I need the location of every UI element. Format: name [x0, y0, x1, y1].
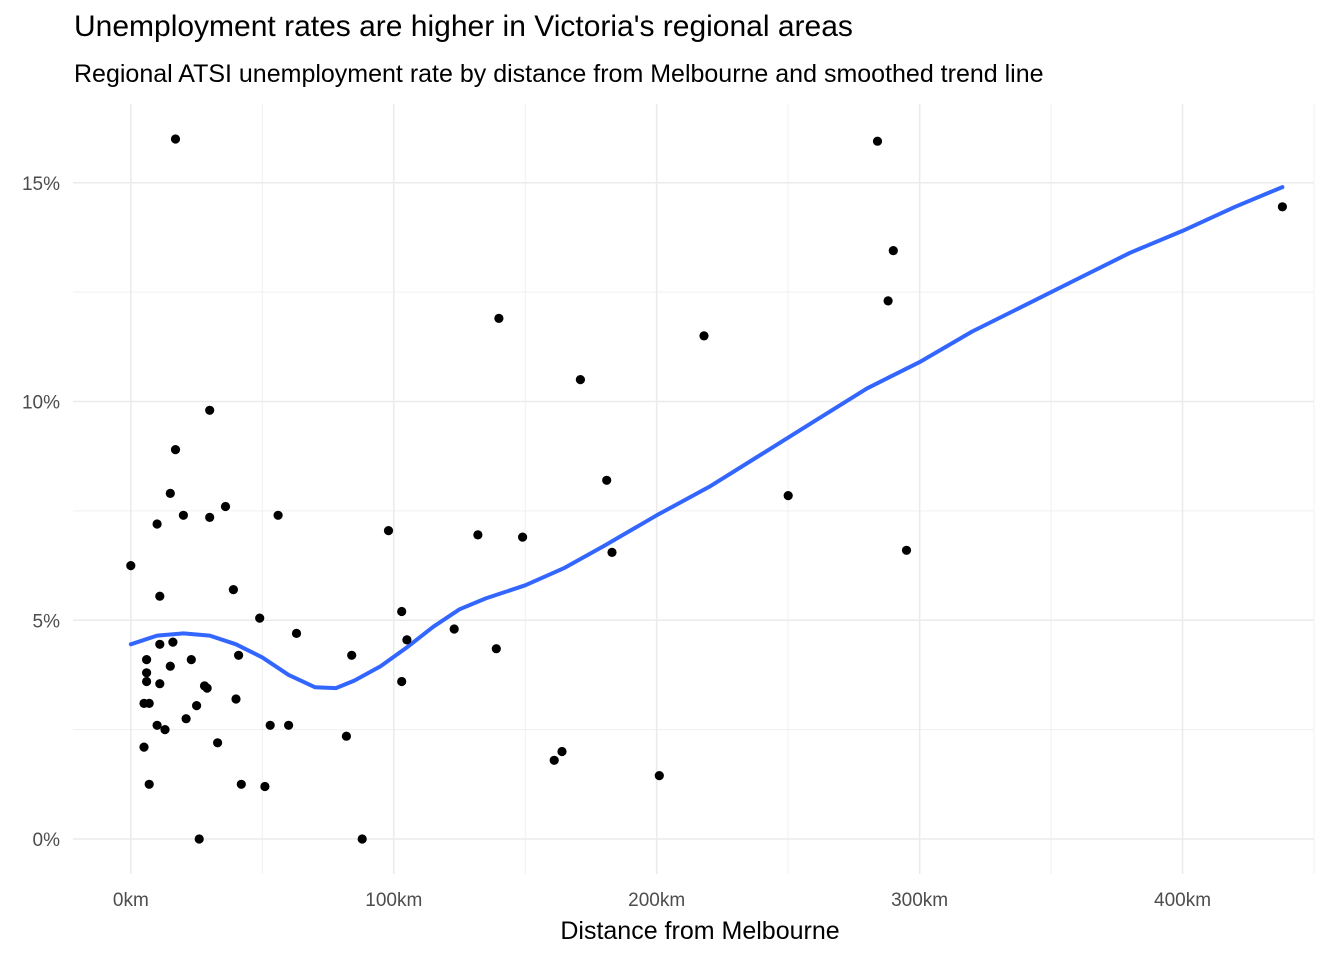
- data-point: [654, 771, 664, 781]
- data-point: [347, 650, 357, 660]
- data-point: [142, 676, 152, 687]
- data-point: [402, 635, 412, 645]
- data-point: [144, 698, 154, 709]
- data-point: [273, 510, 283, 520]
- data-point: [192, 701, 202, 711]
- data-point: [144, 779, 154, 789]
- data-point: [341, 731, 351, 741]
- major-gridlines: [73, 104, 1314, 874]
- y-tick-label: 10%: [22, 393, 60, 414]
- data-point: [901, 545, 912, 555]
- data-point: [284, 720, 294, 730]
- minor-gridlines: [73, 104, 1315, 874]
- data-point: [126, 561, 136, 571]
- trend-layer: [128, 185, 1285, 691]
- data-point: [494, 313, 504, 323]
- data-point: [888, 246, 898, 256]
- data-point: [186, 655, 196, 665]
- y-tick-label: 5%: [33, 611, 61, 632]
- x-tick-label: 100km: [365, 890, 422, 911]
- x-axis-label: Distance from Melbourne: [560, 917, 839, 945]
- data-point: [139, 742, 149, 752]
- data-point: [142, 655, 152, 665]
- data-point: [260, 781, 270, 792]
- data-point: [165, 488, 175, 498]
- data-point: [557, 746, 567, 757]
- data-point: [220, 501, 231, 512]
- data-point: [397, 606, 407, 617]
- data-point: [291, 628, 302, 639]
- data-point: [491, 644, 501, 654]
- data-point: [194, 834, 204, 844]
- data-point: [178, 510, 188, 520]
- data-point: [155, 591, 165, 601]
- x-tick-label: 400km: [1154, 890, 1211, 911]
- data-points: [126, 134, 1287, 844]
- data-point: [449, 624, 459, 634]
- data-point: [155, 679, 165, 689]
- data-point: [265, 720, 275, 730]
- data-point: [202, 683, 212, 693]
- trend-line: [128, 185, 1285, 691]
- data-point: [181, 714, 191, 724]
- data-point: [236, 779, 246, 789]
- data-point: [205, 405, 215, 415]
- data-point: [518, 532, 528, 542]
- data-point: [234, 650, 244, 660]
- data-point: [699, 331, 709, 341]
- y-tick-label: 15%: [22, 174, 60, 195]
- data-point: [231, 694, 241, 704]
- data-point: [213, 738, 223, 748]
- chart-subtitle: Regional ATSI unemployment rate by dista…: [74, 60, 1044, 88]
- data-point: [357, 834, 367, 844]
- data-point: [160, 725, 170, 735]
- data-point: [155, 639, 165, 649]
- data-point: [165, 661, 175, 671]
- chart-title: Unemployment rates are higher in Victori…: [74, 10, 853, 43]
- data-point: [575, 375, 586, 385]
- x-tick-label: 0km: [113, 890, 149, 911]
- data-point: [168, 637, 178, 647]
- data-point: [152, 720, 162, 730]
- data-point: [602, 475, 612, 485]
- data-point: [170, 445, 181, 455]
- data-point: [397, 676, 407, 687]
- data-point: [1277, 202, 1287, 212]
- x-axis-ticks: 0km 100km 200km 300km 400km: [113, 890, 1211, 911]
- data-point: [783, 491, 793, 501]
- x-tick-label: 300km: [891, 890, 948, 911]
- data-point: [142, 668, 152, 678]
- data-point: [228, 585, 238, 595]
- data-point: [473, 530, 483, 540]
- data-point: [255, 613, 265, 623]
- y-tick-label: 0%: [33, 830, 61, 851]
- data-point: [152, 519, 162, 529]
- data-point: [205, 512, 215, 523]
- x-tick-label: 200km: [628, 890, 685, 911]
- data-point: [883, 296, 893, 306]
- data-point: [170, 134, 181, 144]
- data-point: [383, 526, 394, 536]
- data-point: [607, 547, 617, 558]
- data-point: [872, 136, 883, 146]
- y-axis-ticks: 0% 5% 10% 15%: [22, 174, 60, 851]
- data-point: [549, 755, 559, 765]
